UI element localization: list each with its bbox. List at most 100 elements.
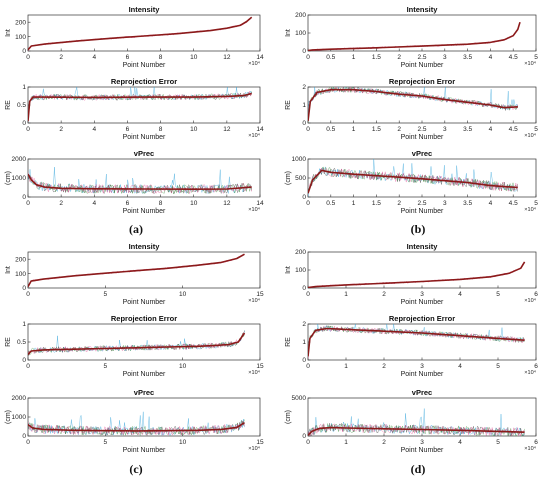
x-exponent-label: ×10⁴: [248, 132, 260, 139]
x-exponent-label: ×10⁴: [248, 297, 260, 304]
subplot-1: Reprojection Error 0 2 4 6 8 10 12 14 0 0.5 1 Point …: [5, 77, 264, 141]
series-line: [308, 261, 526, 288]
chart-title: Reprojection Error: [389, 77, 455, 86]
x-tick-label: 3: [443, 54, 447, 61]
x-tick-label: 8: [159, 126, 163, 133]
x-tick-label: 3.5: [463, 126, 472, 133]
y-tick-label: 2: [302, 84, 306, 91]
subplot-6: Intensity 0 5 10 15 0 100 200 Point Number ×10⁴ In…: [5, 242, 264, 306]
y-tick-label: 0: [22, 285, 26, 292]
x-tick-label: 0: [26, 200, 30, 207]
x-axis-label: Point Number: [123, 134, 166, 141]
x-tick-label: 0: [26, 363, 30, 370]
y-axis-label: Int: [5, 29, 12, 37]
x-tick-label: 5: [534, 200, 538, 207]
noise-trace: [308, 166, 519, 192]
x-tick-label: 2: [382, 291, 386, 298]
y-tick-label: 0: [302, 357, 306, 364]
y-tick-label: 2: [302, 321, 306, 328]
chart-title: Reprojection Error: [111, 314, 177, 323]
y-tick-label: 0: [22, 357, 26, 364]
y-tick-label: 0.5: [17, 339, 26, 346]
x-tick-label: 4: [458, 291, 462, 298]
y-tick-label: 200: [15, 256, 26, 263]
axes-box: [307, 251, 537, 289]
y-axis-label: Int: [5, 266, 12, 274]
x-tick-label: 5: [104, 291, 108, 298]
x-tick-label: 14: [256, 200, 264, 207]
x-tick-label: 3.5: [463, 200, 472, 207]
x-tick-label: 4.5: [509, 126, 518, 133]
y-tick-label: 1000: [292, 156, 307, 163]
x-tick-label: 5: [534, 54, 538, 61]
x-tick-label: 14: [256, 54, 264, 61]
y-tick-label: 1: [22, 321, 26, 328]
x-tick-label: 0: [26, 126, 30, 133]
y-axis-label: RE: [5, 100, 12, 110]
x-tick-label: 15: [256, 291, 264, 298]
x-axis-label: Point Number: [401, 62, 444, 69]
x-tick-label: 15: [256, 363, 264, 370]
x-tick-label: 10: [190, 126, 198, 133]
chart-title: Intensity: [407, 242, 439, 251]
chart-title: vPrec: [412, 149, 432, 158]
x-tick-label: 5: [104, 439, 108, 446]
axes-box: [27, 86, 261, 124]
noise-trace: [28, 91, 252, 122]
x-tick-label: 10: [179, 439, 187, 446]
x-tick-label: 1.5: [372, 54, 381, 61]
y-tick-label: 0: [302, 120, 306, 127]
x-tick-label: 1: [344, 363, 348, 370]
x-tick-label: 3: [420, 363, 424, 370]
x-exponent-label: ×10⁴: [524, 132, 536, 139]
x-exponent-label: ×10⁴: [248, 60, 260, 67]
x-tick-label: 0.5: [326, 54, 335, 61]
y-axis-label: RE: [285, 100, 292, 110]
axes-box: [27, 158, 261, 198]
y-tick-label: 100: [295, 267, 306, 274]
subplot-5: vPrec 0 0.5 1 1.5 2 2.5 3 3.5 4 4.5 5 0 500 1000 Point …: [285, 149, 538, 215]
panel-label-c: (c): [129, 462, 143, 476]
axes-box: [27, 323, 261, 361]
x-tick-label: 2.5: [417, 200, 426, 207]
x-tick-label: 3: [420, 439, 424, 446]
x-tick-label: 1: [344, 291, 348, 298]
noise-trace: [28, 172, 252, 195]
y-axis-label: Int: [285, 266, 292, 274]
subplot-11: vPrec 0 1 2 3 4 5 6 0 5000 Point Number ×10⁴ (cm): [285, 388, 538, 454]
y-tick-label: 0: [22, 48, 26, 55]
x-tick-label: 2: [397, 54, 401, 61]
x-tick-label: 5: [534, 126, 538, 133]
noise-trace: [308, 423, 525, 436]
x-exponent-label: ×10⁴: [248, 206, 260, 213]
x-tick-label: 12: [223, 54, 231, 61]
x-tick-label: 10: [179, 363, 187, 370]
y-tick-label: 200: [295, 12, 306, 19]
x-tick-label: 5: [496, 439, 500, 446]
x-tick-label: 10: [179, 291, 187, 298]
x-tick-label: 4: [489, 126, 493, 133]
y-tick-label: 100: [15, 271, 26, 278]
x-tick-label: 0: [26, 54, 30, 61]
chart-title: Intensity: [129, 242, 161, 251]
subplot-3: Intensity 0 0.5 1 1.5 2 2.5 3 3.5 4 4.5 5 0 100 200 Poi…: [285, 5, 538, 69]
x-tick-label: 0: [306, 200, 310, 207]
y-tick-label: 0: [22, 120, 26, 127]
y-axis-label: RE: [285, 337, 292, 347]
x-tick-label: 1: [352, 54, 356, 61]
y-tick-label: 0: [302, 433, 306, 440]
x-tick-label: 4: [92, 126, 96, 133]
x-tick-label: 4: [458, 363, 462, 370]
x-tick-label: 6: [534, 291, 538, 298]
axes-box: [27, 14, 261, 52]
subplot-8: vPrec 0 5 10 15 0 1000 2000 Point Number ×10⁴ (cm): [5, 388, 264, 454]
x-exponent-label: ×10⁴: [248, 445, 260, 452]
x-tick-label: 8: [159, 200, 163, 207]
x-exponent-label: ×10⁴: [524, 206, 536, 213]
y-tick-label: 1000: [12, 175, 27, 182]
x-axis-label: Point Number: [401, 299, 444, 306]
x-tick-label: 3: [443, 126, 447, 133]
x-tick-label: 5: [496, 363, 500, 370]
x-exponent-label: ×10⁴: [524, 369, 536, 376]
y-axis-label: (cm): [5, 410, 12, 424]
